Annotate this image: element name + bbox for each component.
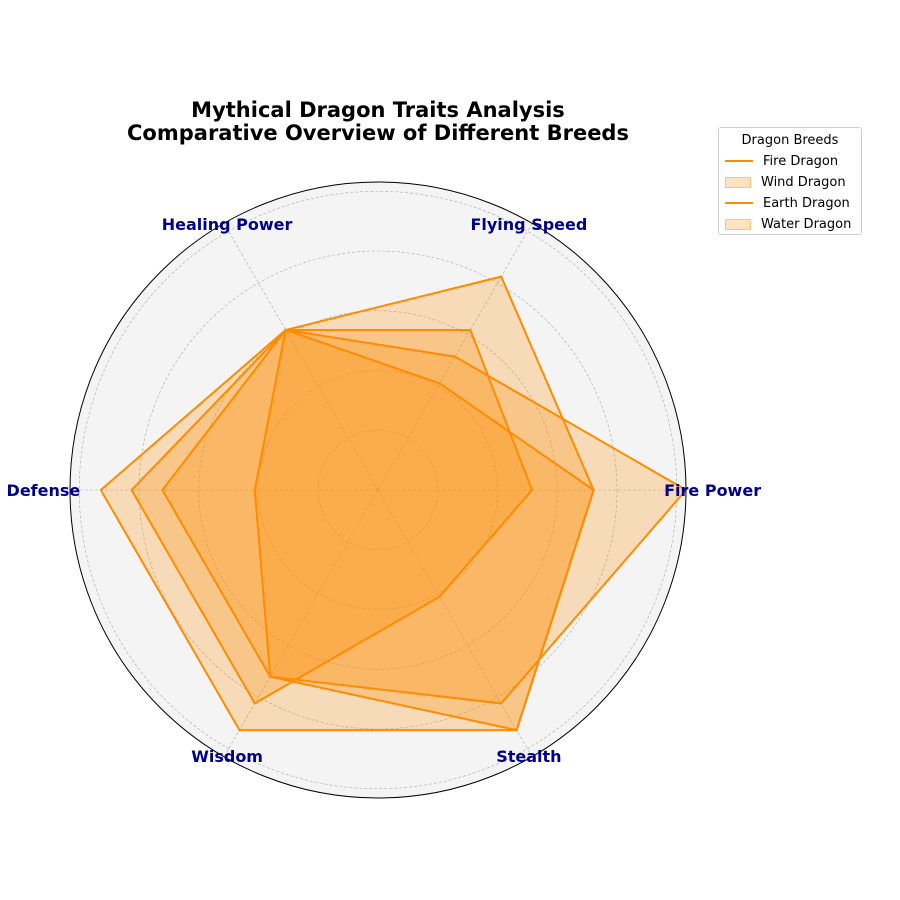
grid-ring xyxy=(78,190,678,790)
chart-title: Mythical Dragon Traits Analysis xyxy=(191,98,565,122)
axis-label-fire-power: Fire Power xyxy=(664,481,761,500)
series-fill-earth-dragon xyxy=(131,330,532,704)
legend-title: Dragon Breeds xyxy=(741,133,839,148)
series-fill-wind-dragon xyxy=(100,276,594,731)
legend-item-earth-dragon: Earth Dragon xyxy=(725,194,850,212)
axis-label-stealth: Stealth xyxy=(496,747,561,766)
grid-spoke xyxy=(223,223,379,491)
series-fill-water-dragon xyxy=(254,330,594,731)
legend-label: Water Dragon xyxy=(761,216,852,232)
plot-area: Fire Power Flying Speed Healing Power Defen… xyxy=(7,181,761,799)
grid-ring xyxy=(138,250,618,730)
legend-label: Wind Dragon xyxy=(761,174,846,190)
legend-label: Fire Dragon xyxy=(763,153,839,169)
axis-label-defense: Defense xyxy=(7,481,81,500)
legend-line-marker xyxy=(725,202,753,204)
grid-ring xyxy=(317,429,439,551)
series-line-water-dragon xyxy=(253,328,595,732)
legend-label: Earth Dragon xyxy=(763,195,850,211)
legend-patch-marker xyxy=(725,218,751,230)
chart-subtitle: Comparative Overview of Different Breeds xyxy=(127,121,629,145)
series-line-fire-dragon xyxy=(161,328,688,705)
axis-label-flying-speed: Flying Speed xyxy=(470,215,587,234)
axis-label-healing-power: Healing Power xyxy=(162,215,293,234)
grid-ring xyxy=(198,310,558,670)
legend-item-water-dragon: Water Dragon xyxy=(725,215,851,233)
grid-spoke xyxy=(223,489,379,757)
series-line-earth-dragon xyxy=(130,329,534,705)
plot-boundary xyxy=(69,181,687,799)
axis-label-wisdom: Wisdom xyxy=(191,747,263,766)
legend-line-marker xyxy=(725,160,753,162)
grid-ring xyxy=(258,370,498,610)
legend-item-wind-dragon: Wind Dragon xyxy=(725,173,846,191)
grid-spoke xyxy=(377,489,533,757)
legend: Dragon Breeds Fire Dragon Wind Dragon Ea… xyxy=(718,127,862,235)
legend-item-fire-dragon: Fire Dragon xyxy=(725,152,838,170)
grid-spoke xyxy=(377,223,533,491)
legend-patch-marker xyxy=(725,176,751,188)
